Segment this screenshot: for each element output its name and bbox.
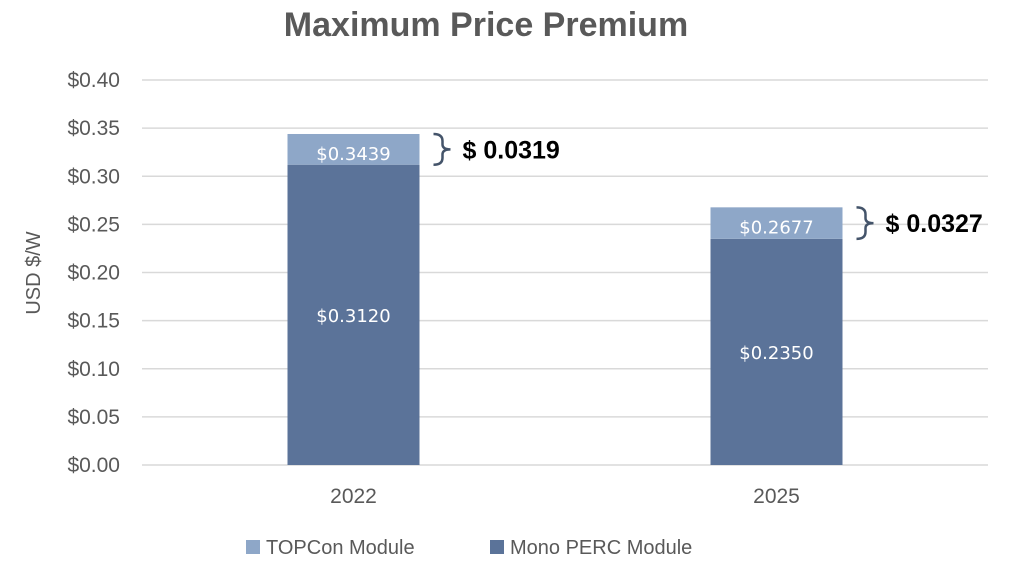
gridlines <box>142 79 988 466</box>
y-tick-label: $0.00 <box>67 454 120 477</box>
bracket-icon <box>856 206 874 241</box>
y-tick-label: $0.35 <box>67 117 120 140</box>
y-tick-label: $0.30 <box>67 165 120 188</box>
premium-value: $ 0.0327 <box>886 210 983 238</box>
y-axis-ticks: $0.00 $0.05 $0.10 $0.15 $0.20 $0.25 $0.30 $0.35… <box>67 69 120 477</box>
bar-mono-perc-module <box>287 164 420 465</box>
data-label: $0.3120 <box>316 306 390 327</box>
data-label: $0.2350 <box>739 343 813 364</box>
x-tick-label: 2025 <box>753 485 800 508</box>
x-axis-ticks: 2022 2025 <box>330 485 800 508</box>
y-tick-label: $0.25 <box>67 213 120 236</box>
legend: TOPCon Module Mono PERC Module <box>246 537 692 559</box>
legend-label: Mono PERC Module <box>510 537 692 559</box>
y-tick-label: $0.40 <box>67 69 120 92</box>
y-tick-label: $0.10 <box>67 358 120 381</box>
premium-annotations: $ 0.0319 $ 0.0327 <box>433 132 983 241</box>
bar-mono-perc-module <box>710 238 843 465</box>
y-axis-label: USD $/W <box>23 231 45 314</box>
data-label: $0.3439 <box>316 144 390 165</box>
chart-title: Maximum Price Premium <box>284 6 688 44</box>
premium-value: $ 0.0319 <box>463 136 560 164</box>
y-tick-label: $0.20 <box>67 262 120 285</box>
bracket-icon <box>433 132 451 166</box>
bars: $0.3120 $0.3439 $0.2350 $0.2677 <box>287 133 843 465</box>
data-label: $0.2677 <box>739 217 813 238</box>
legend-label: TOPCon Module <box>266 537 415 559</box>
legend-swatch <box>246 540 260 554</box>
y-tick-label: $0.05 <box>67 406 120 429</box>
x-tick-label: 2022 <box>330 485 377 508</box>
legend-swatch <box>490 540 504 554</box>
bar-topcon-module <box>710 207 843 239</box>
y-tick-label: $0.15 <box>67 310 120 333</box>
bar-topcon-module <box>287 133 420 165</box>
